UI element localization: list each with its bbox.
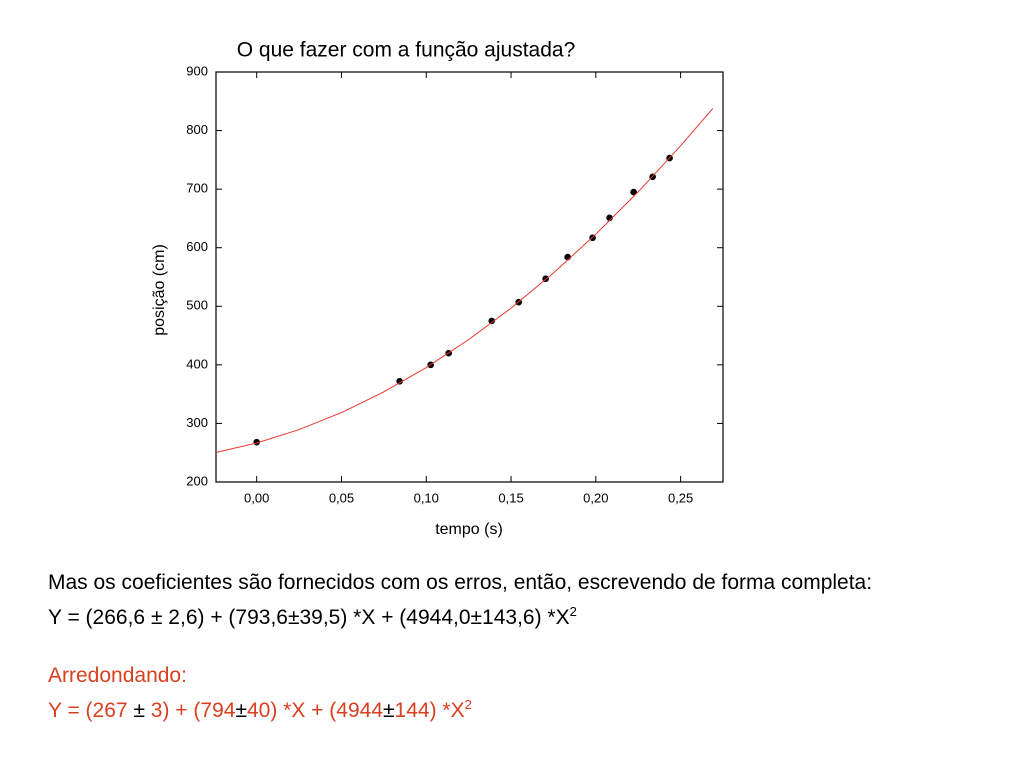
data-point: [630, 188, 637, 196]
eq-part: ±: [235, 699, 247, 722]
equation-text: Y = (266,6 ± 2,6) + (793,6±39,5) *X + (4…: [48, 606, 570, 629]
y-tick-label: 900: [186, 63, 208, 78]
x-tick-label: 0,15: [498, 490, 523, 505]
eq-part: 3) + (794: [144, 699, 236, 722]
fit-line: [215, 108, 714, 453]
eq-part: Y = (267: [48, 699, 134, 722]
spacer: [48, 632, 958, 661]
y-tick-label: 800: [186, 122, 208, 137]
y-tick-label: 600: [186, 239, 208, 254]
y-tick-label: 400: [186, 356, 208, 371]
y-tick-label: 300: [186, 415, 208, 430]
x-tick-label: 0,05: [329, 490, 354, 505]
eq-part: ±: [133, 699, 145, 722]
eq-exponent: 2: [464, 697, 472, 712]
data-point: [396, 377, 403, 385]
chart-title: O que fazer com a função ajustada?: [237, 39, 576, 62]
chart: O que fazer com a função ajustada? tempo…: [151, 39, 724, 538]
y-tick-label: 500: [186, 298, 208, 313]
y-tick-label: 700: [186, 181, 208, 196]
eq-part: 144) *X: [394, 699, 465, 722]
equation-exponent: 2: [569, 604, 577, 619]
rounded-equation: Y = (267 ± 3) + (794±40) *X + (4944±144)…: [48, 690, 958, 725]
y-axis-label: posição (cm): [151, 244, 168, 336]
body-text: Mas os coeficientes são fornecidos com o…: [48, 568, 958, 725]
equation: Y = (266,6 ± 2,6) + (793,6±39,5) *X + (4…: [48, 597, 958, 632]
x-tick-label: 0,10: [414, 490, 439, 505]
eq-part: 40) *X + (4944: [246, 699, 383, 722]
x-axis-label: tempo (s): [435, 521, 503, 538]
rounding-heading: Arredondando:: [48, 664, 187, 687]
plot-frame: [215, 71, 724, 483]
paragraph: Mas os coeficientes são fornecidos com o…: [48, 571, 873, 594]
x-tick-label: 0,25: [668, 490, 693, 505]
data-point: [488, 317, 496, 325]
y-tick-label: 200: [186, 473, 208, 488]
eq-part: ±: [383, 699, 395, 722]
x-tick-label: 0,00: [244, 490, 269, 505]
x-tick-label: 0,20: [583, 490, 608, 505]
